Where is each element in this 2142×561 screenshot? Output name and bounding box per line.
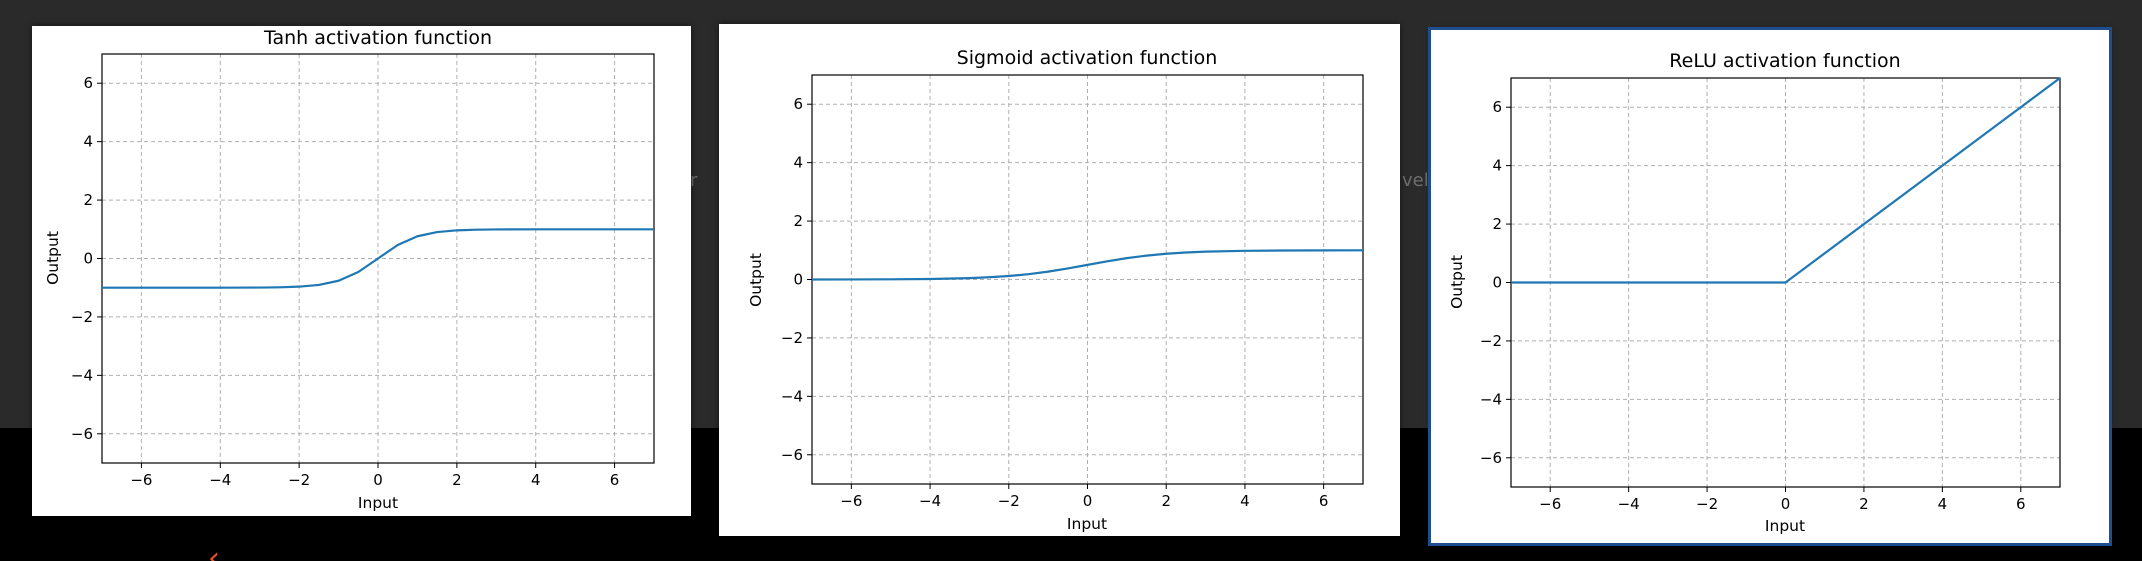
y-tick-label: 2 xyxy=(83,191,93,209)
y-axis-label: Output xyxy=(1448,255,1466,309)
y-tick-label: 6 xyxy=(83,74,93,92)
x-tick-label: −4 xyxy=(919,492,941,510)
y-tick-label: −4 xyxy=(781,387,803,405)
x-tick-label: −2 xyxy=(1696,495,1718,513)
y-tick-label: 0 xyxy=(83,250,93,268)
x-tick-label: −4 xyxy=(209,471,231,489)
x-tick-label: 6 xyxy=(610,471,620,489)
background-text-fragment-2: velo xyxy=(1402,170,1440,191)
chart-title: ReLU activation function xyxy=(1669,50,1900,72)
brand-logo-icon: ‹ xyxy=(208,541,220,561)
tanh-chart: Tanh activation function −6 −4 −2 0 2 4 6 −6 −4 −… xyxy=(44,27,655,512)
y-tick-label: −2 xyxy=(781,329,803,347)
y-tick-label: −4 xyxy=(1480,390,1502,408)
x-tick-label: 0 xyxy=(1781,495,1791,513)
y-tick-label: 2 xyxy=(1492,215,1502,233)
x-tick-label: 2 xyxy=(1859,495,1869,513)
y-tick-label: 0 xyxy=(793,271,803,289)
x-axis-label: Input xyxy=(1067,515,1107,533)
sigmoid-chart-figure[interactable]: Sigmoid activation function −6 −4 −2 0 2 4 6 −6… xyxy=(719,24,1400,536)
y-tick-label: 2 xyxy=(793,212,803,230)
x-tick-label: 4 xyxy=(1240,492,1250,510)
y-tick-label: 4 xyxy=(1492,157,1502,175)
chart-title: Sigmoid activation function xyxy=(957,47,1218,69)
x-tick-label: 4 xyxy=(531,471,541,489)
y-tick-label: 6 xyxy=(1492,98,1502,116)
y-tick-label: 4 xyxy=(793,154,803,172)
background-text-fragment-1: r xyxy=(690,170,698,191)
y-tick-label: 4 xyxy=(83,133,93,151)
x-tick-label: 6 xyxy=(1319,492,1329,510)
y-axis-label: Output xyxy=(747,253,765,307)
x-axis-label: Input xyxy=(1765,517,1805,535)
tanh-line xyxy=(102,228,654,289)
x-tick-label: 0 xyxy=(1083,492,1093,510)
x-axis-label: Input xyxy=(358,494,398,512)
x-tick-label: 4 xyxy=(1938,495,1948,513)
sigmoid-chart: Sigmoid activation function −6 −4 −2 0 2 4 6 −6… xyxy=(747,47,1364,533)
y-tick-label: −6 xyxy=(781,446,803,464)
y-tick-label: −2 xyxy=(71,308,93,326)
y-tick-label: 6 xyxy=(793,95,803,113)
y-tick-label: −4 xyxy=(71,366,93,384)
x-tick-label: −2 xyxy=(998,492,1020,510)
relu-chart: ReLU activation function −6 −4 −2 0 2 4 6 −6 −4 −… xyxy=(1448,50,2061,535)
x-tick-label: 2 xyxy=(1161,492,1171,510)
relu-chart-figure[interactable]: ReLU activation function −6 −4 −2 0 2 4 6 −6 −4 −… xyxy=(1428,27,2112,546)
y-tick-label: −6 xyxy=(1480,449,1502,467)
x-tick-label: 0 xyxy=(373,471,383,489)
sigmoid-line xyxy=(811,249,1364,281)
tanh-chart-figure[interactable]: Tanh activation function −6 −4 −2 0 2 4 6 −6 −4 −… xyxy=(32,26,691,516)
x-tick-label: −6 xyxy=(130,471,152,489)
x-tick-label: 6 xyxy=(2016,495,2026,513)
y-tick-label: −2 xyxy=(1480,332,1502,350)
y-axis-label: Output xyxy=(44,231,62,285)
x-tick-label: −2 xyxy=(288,471,310,489)
relu-line xyxy=(1511,77,2061,284)
x-tick-label: −6 xyxy=(840,492,862,510)
x-tick-label: 2 xyxy=(452,471,462,489)
x-tick-label: −4 xyxy=(1618,495,1640,513)
y-tick-label: 0 xyxy=(1492,274,1502,292)
y-tick-label: −6 xyxy=(71,425,93,443)
x-tick-label: −6 xyxy=(1539,495,1561,513)
chart-title: Tanh activation function xyxy=(263,27,492,49)
